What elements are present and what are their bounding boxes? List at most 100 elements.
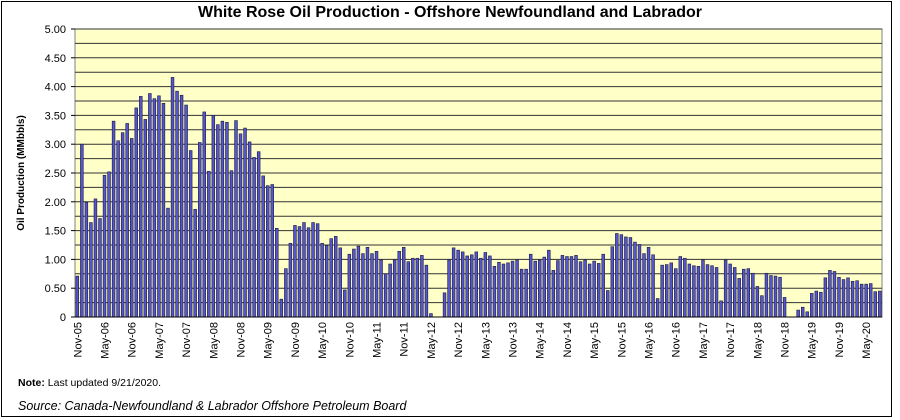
bar-Apr-08 xyxy=(207,170,211,318)
bar-Jul-13 xyxy=(492,266,497,318)
bar-Oct-15 xyxy=(615,233,619,318)
bar-Dec-16 xyxy=(678,256,683,318)
bar-May-09 xyxy=(266,185,270,318)
y-tick-label: 3.00 xyxy=(45,139,66,151)
x-tick-label: May-19 xyxy=(807,322,819,359)
bar-Mar-08 xyxy=(202,111,206,318)
bar-Oct-16 xyxy=(669,262,673,318)
note-label: Note: xyxy=(18,377,45,389)
bar-Jul-18 xyxy=(764,272,769,318)
bar-Apr-17 xyxy=(696,266,701,318)
bar-Feb-09 xyxy=(252,157,256,318)
bar-Dec-11 xyxy=(406,261,410,318)
bar-Nov-13 xyxy=(510,260,515,318)
bar-Nov-18 xyxy=(782,297,787,318)
source-text: Source: Canada-Newfoundland & Labrador O… xyxy=(18,399,407,413)
bar-Oct-06 xyxy=(125,123,129,318)
bar-Jul-16 xyxy=(655,298,660,318)
bar-Apr-14 xyxy=(533,260,537,318)
bar-May-10 xyxy=(320,242,324,318)
bar-Dec-14 xyxy=(569,256,574,318)
bar-Jun-14 xyxy=(542,256,546,318)
bar-Jul-09 xyxy=(275,227,279,318)
x-tick-label: May-17 xyxy=(698,322,710,359)
bar-Dec-09 xyxy=(297,226,302,318)
bar-Nov-12 xyxy=(456,249,460,318)
bar-Aug-14 xyxy=(551,270,556,318)
x-tick-label: Nov-15 xyxy=(616,322,628,357)
x-tick-label: May-12 xyxy=(426,322,438,359)
bar-May-15 xyxy=(592,260,596,318)
bar-Apr-19 xyxy=(805,311,809,318)
chart-title: White Rose Oil Production - Offshore New… xyxy=(197,4,702,21)
bar-Apr-11 xyxy=(370,253,374,318)
bar-Nov-09 xyxy=(293,225,297,318)
x-tick-label: May-13 xyxy=(480,322,492,359)
bar-Oct-09 xyxy=(288,242,293,318)
bar-Aug-10 xyxy=(334,236,338,318)
bar-Jun-07 xyxy=(161,103,166,318)
bar-Dec-13 xyxy=(515,259,519,318)
bar-Sep-10 xyxy=(338,247,342,318)
bar-Sep-14 xyxy=(556,260,560,318)
bar-Jul-14 xyxy=(547,249,551,318)
bar-May-11 xyxy=(374,251,379,318)
bar-Mar-16 xyxy=(637,244,642,318)
bar-Jul-15 xyxy=(601,253,605,318)
bar-Sep-13 xyxy=(501,263,506,318)
bar-Oct-10 xyxy=(343,289,347,318)
bar-Jul-11 xyxy=(383,273,388,318)
bar-Sep-19 xyxy=(828,270,832,318)
bar-Nov-05 xyxy=(75,275,80,318)
bar-Aug-11 xyxy=(388,263,392,318)
bar-Jun-10 xyxy=(324,245,329,318)
bar-Aug-15 xyxy=(606,290,610,318)
bar-Jan-14 xyxy=(519,268,524,318)
bar-Jan-15 xyxy=(574,255,578,318)
bar-Jul-10 xyxy=(329,238,333,318)
bar-Apr-18 xyxy=(751,272,755,318)
bar-Aug-08 xyxy=(225,122,229,318)
bar-Apr-12 xyxy=(424,264,429,318)
bar-Sep-07 xyxy=(175,90,179,318)
bar-Aug-16 xyxy=(660,264,664,318)
bar-Aug-07 xyxy=(170,77,175,318)
bar-Aug-19 xyxy=(823,277,828,318)
bar-Dec-17 xyxy=(732,267,737,318)
bar-Mar-10 xyxy=(311,222,315,318)
bar-May-19 xyxy=(810,293,814,318)
x-tick-label: May-09 xyxy=(263,322,275,359)
bar-Mar-12 xyxy=(420,255,424,318)
x-tick-label: Nov-09 xyxy=(290,322,302,357)
bar-May-17 xyxy=(701,259,705,318)
y-tick-label: 1.00 xyxy=(45,254,66,266)
bar-Aug-06 xyxy=(116,140,120,318)
bar-Oct-07 xyxy=(179,94,184,318)
x-tick-label: May-08 xyxy=(208,322,220,359)
bar-Jul-20 xyxy=(873,291,877,318)
bar-Mar-13 xyxy=(474,251,478,318)
y-tick-label: 0.50 xyxy=(45,283,66,295)
bar-Nov-07 xyxy=(184,104,188,318)
bar-Feb-20 xyxy=(850,280,855,318)
bar-Sep-11 xyxy=(392,259,397,318)
bar-Oct-13 xyxy=(506,262,510,318)
bar-May-13 xyxy=(483,252,488,318)
bar-Jan-13 xyxy=(465,255,469,318)
y-axis-label: Oil Production (MMbbls) xyxy=(16,115,27,231)
bar-Jan-09 xyxy=(247,141,252,318)
bar-Jan-07 xyxy=(139,96,143,318)
y-tick-label: 4.50 xyxy=(45,53,66,65)
bar-Mar-20 xyxy=(855,280,859,318)
bar-Nov-11 xyxy=(402,247,406,318)
bar-Jul-17 xyxy=(710,265,714,318)
bar-Dec-15 xyxy=(624,236,628,318)
bar-Mar-18 xyxy=(746,268,751,318)
bar-Feb-13 xyxy=(470,254,474,318)
x-tick-label: May-16 xyxy=(644,322,656,359)
bar-Apr-10 xyxy=(315,223,320,318)
x-axis-ticks: Nov-05 May-06 Nov-06 May-07 Nov-07 May-08 Nov-… xyxy=(72,316,882,359)
x-tick-label: Nov-17 xyxy=(725,322,737,357)
